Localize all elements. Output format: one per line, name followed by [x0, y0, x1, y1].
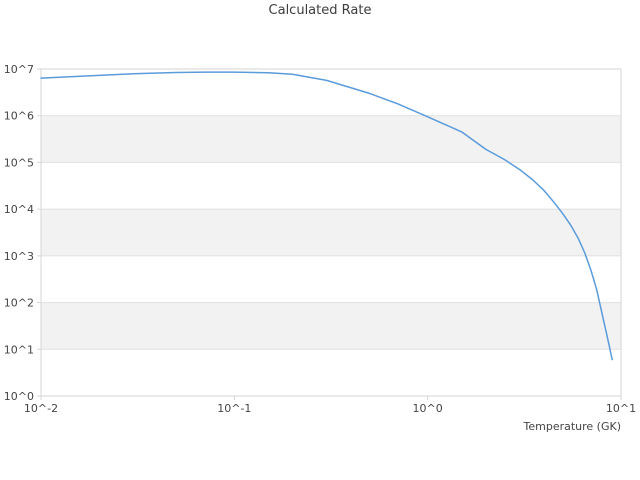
rate-curve	[40, 71, 613, 361]
grid-band	[41, 209, 621, 256]
y-tick-label: 10^6	[4, 110, 34, 123]
y-tick-label: 10^1	[4, 343, 34, 356]
chart-title: Calculated Rate	[268, 3, 372, 18]
x-tick-label: 10^-1	[217, 402, 251, 415]
x-tick-label: 10^-2	[24, 402, 58, 415]
y-tick-label: 10^3	[4, 250, 34, 263]
grid-band	[41, 115, 621, 163]
x-tick-label: 10^0	[413, 402, 443, 415]
x-axis-label: Temperature (GK)	[523, 420, 622, 433]
plot-border	[40, 68, 622, 397]
grid-band	[41, 302, 621, 350]
y-tick-label: 10^7	[4, 63, 34, 76]
y-tick-label: 10^4	[4, 203, 34, 216]
y-tick-label: 10^0	[4, 390, 34, 403]
y-tick-label: 10^5	[4, 156, 34, 169]
x-tick-label: 10^1	[606, 402, 636, 415]
y-tick-label: 10^2	[4, 297, 34, 310]
